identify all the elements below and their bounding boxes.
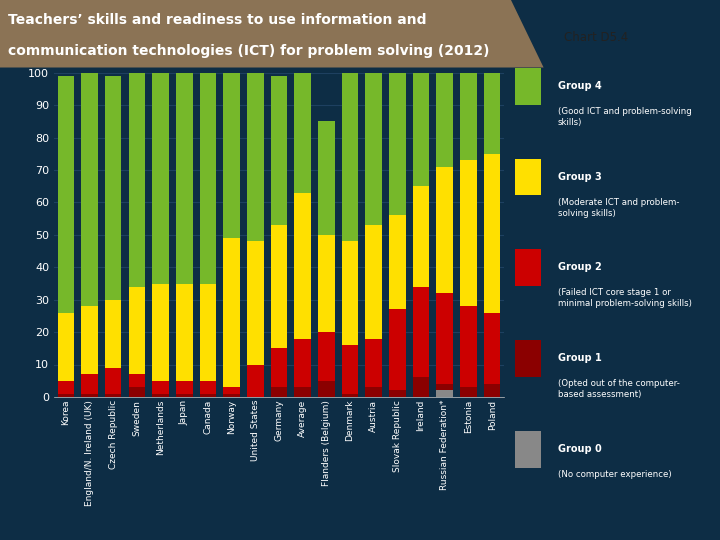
Bar: [436, 167, 453, 293]
Text: Group 1: Group 1: [558, 353, 602, 363]
Bar: [153, 73, 169, 284]
Text: %: %: [42, 53, 54, 66]
Bar: [294, 193, 311, 339]
Bar: [271, 76, 287, 225]
Text: (Failed ICT core stage 1 or
minimal problem-solving skills): (Failed ICT core stage 1 or minimal prob…: [558, 288, 692, 308]
Bar: [366, 339, 382, 387]
Bar: [413, 73, 429, 186]
Bar: [460, 306, 477, 387]
Bar: [366, 225, 382, 339]
Bar: [294, 73, 311, 193]
Bar: [342, 345, 359, 394]
Bar: [223, 387, 240, 394]
Text: Chart D5.4: Chart D5.4: [564, 31, 628, 44]
Bar: [460, 160, 477, 306]
FancyBboxPatch shape: [515, 340, 541, 377]
Bar: [484, 73, 500, 154]
Bar: [366, 387, 382, 397]
Bar: [223, 238, 240, 387]
Bar: [176, 381, 192, 394]
Bar: [436, 293, 453, 384]
Text: (Good ICT and problem-solving
skills): (Good ICT and problem-solving skills): [558, 107, 692, 127]
Bar: [105, 394, 122, 397]
Bar: [153, 381, 169, 394]
Bar: [81, 306, 98, 374]
Text: Teachers’ skills and readiness to use information and: Teachers’ skills and readiness to use in…: [8, 14, 427, 27]
Text: communication technologies (ICT) for problem solving (2012): communication technologies (ICT) for pro…: [8, 44, 490, 58]
Bar: [413, 287, 429, 377]
Bar: [294, 387, 311, 397]
Bar: [294, 339, 311, 387]
Bar: [342, 73, 359, 241]
Bar: [413, 186, 429, 287]
Bar: [318, 122, 335, 235]
Text: Group 0: Group 0: [558, 444, 602, 454]
Bar: [81, 394, 98, 397]
Bar: [318, 332, 335, 381]
Bar: [129, 374, 145, 387]
Bar: [436, 73, 453, 167]
Bar: [389, 215, 405, 309]
Text: (No computer experience): (No computer experience): [558, 470, 672, 479]
Bar: [129, 287, 145, 374]
Bar: [318, 381, 335, 397]
Bar: [105, 76, 122, 300]
FancyBboxPatch shape: [515, 68, 541, 105]
Text: Group 4: Group 4: [558, 81, 602, 91]
Bar: [105, 368, 122, 394]
Bar: [247, 241, 264, 364]
Bar: [436, 384, 453, 390]
Bar: [271, 387, 287, 397]
Bar: [484, 384, 500, 397]
Bar: [247, 73, 264, 241]
Text: Group 2: Group 2: [558, 262, 602, 273]
Text: Group 3: Group 3: [558, 172, 602, 182]
Bar: [199, 284, 216, 381]
Bar: [389, 73, 405, 215]
Bar: [199, 381, 216, 394]
Bar: [199, 73, 216, 284]
Bar: [484, 154, 500, 313]
Bar: [342, 394, 359, 397]
FancyBboxPatch shape: [515, 249, 541, 286]
Bar: [318, 235, 335, 332]
Bar: [223, 394, 240, 397]
Bar: [413, 377, 429, 397]
Bar: [460, 73, 477, 160]
Bar: [271, 225, 287, 348]
FancyBboxPatch shape: [515, 431, 541, 468]
Bar: [389, 390, 405, 397]
Bar: [129, 387, 145, 397]
Bar: [153, 394, 169, 397]
Polygon shape: [0, 0, 544, 68]
Bar: [199, 394, 216, 397]
Bar: [223, 73, 240, 238]
Bar: [271, 348, 287, 387]
Bar: [58, 76, 74, 313]
Text: (Moderate ICT and problem-
solving skills): (Moderate ICT and problem- solving skill…: [558, 198, 680, 218]
Bar: [176, 284, 192, 381]
Bar: [176, 394, 192, 397]
Bar: [58, 394, 74, 397]
Bar: [460, 387, 477, 397]
Bar: [389, 309, 405, 390]
Bar: [484, 313, 500, 384]
Bar: [436, 390, 453, 397]
Bar: [153, 284, 169, 381]
Bar: [81, 374, 98, 394]
FancyBboxPatch shape: [515, 159, 541, 195]
Bar: [247, 364, 264, 397]
Bar: [176, 73, 192, 284]
Bar: [105, 300, 122, 368]
Text: (Opted out of the computer-
based assessment): (Opted out of the computer- based assess…: [558, 379, 680, 399]
Bar: [366, 73, 382, 225]
Bar: [129, 73, 145, 287]
Bar: [81, 73, 98, 306]
Bar: [342, 241, 359, 345]
Bar: [58, 381, 74, 394]
Bar: [58, 313, 74, 381]
